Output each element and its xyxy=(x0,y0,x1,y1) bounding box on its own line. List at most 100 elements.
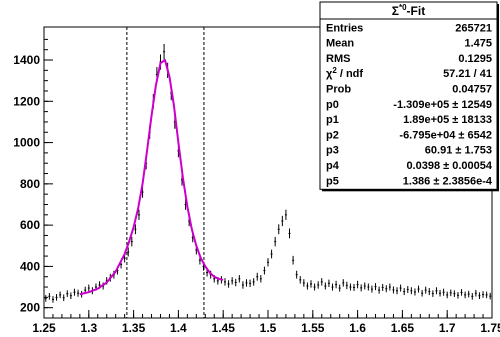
data-point xyxy=(417,285,420,293)
data-point xyxy=(385,285,388,293)
data-point xyxy=(55,294,58,301)
data-point xyxy=(259,275,262,283)
stats-value: -6.795e+04 ± 6542 xyxy=(399,129,492,141)
data-point xyxy=(87,284,90,292)
data-point xyxy=(320,278,323,286)
data-point xyxy=(370,285,373,293)
stats-box-title: Σ*0-Fit xyxy=(392,3,425,18)
data-point xyxy=(435,287,438,295)
fit-curve-group xyxy=(79,59,224,296)
data-point xyxy=(421,289,424,297)
stats-box-frame xyxy=(319,1,498,190)
data-point xyxy=(360,284,363,292)
y-tick-label: 1200 xyxy=(13,94,40,108)
data-point xyxy=(327,279,330,288)
data-point xyxy=(274,236,277,247)
data-point xyxy=(284,209,287,220)
stats-label-mean: Mean xyxy=(326,38,354,50)
data-point xyxy=(256,272,259,281)
x-tick-label: 1.55 xyxy=(301,321,325,335)
data-point xyxy=(485,291,488,299)
data-point xyxy=(431,290,434,297)
x-tick-label: 1.45 xyxy=(212,321,236,335)
y-tick-label: 200 xyxy=(20,301,40,315)
data-point xyxy=(424,286,427,294)
stats-value: -1.309e+05 ± 12549 xyxy=(393,99,492,111)
stats-label-prob: Prob xyxy=(326,84,351,96)
data-point xyxy=(439,289,442,297)
stats-value: 1.386 ± 2.3856e-4 xyxy=(403,175,493,187)
data-point xyxy=(292,255,295,265)
data-point xyxy=(442,288,445,296)
data-point xyxy=(338,284,341,292)
stats-label-p5: p5 xyxy=(326,175,339,187)
axes: 1.25 1.3 1.35 1.4 1.45 1.5 1.55 1.6 1.65 1.7 1.75 2… xyxy=(13,38,500,335)
data-point xyxy=(428,288,431,296)
stats-label-: χ2 / ndf xyxy=(326,66,363,80)
data-point xyxy=(456,291,459,299)
data-point xyxy=(137,209,140,220)
data-point xyxy=(410,287,413,295)
stats-value: 0.0398 ± 0.00054 xyxy=(406,160,492,172)
data-point xyxy=(406,286,409,294)
x-tick-label: 1.3 xyxy=(80,321,97,335)
stats-value: 0.04757 xyxy=(452,84,492,96)
data-point xyxy=(73,288,76,296)
data-point xyxy=(478,292,481,300)
data-point xyxy=(474,289,477,297)
data-point xyxy=(127,247,130,257)
data-point xyxy=(270,249,273,259)
data-point xyxy=(302,279,305,287)
data-point xyxy=(356,280,359,289)
data-point xyxy=(281,215,284,227)
data-point xyxy=(241,281,244,289)
data-point xyxy=(69,292,72,300)
y-tick-label: 800 xyxy=(20,177,40,191)
y-tick-label: 1000 xyxy=(13,136,40,150)
data-point xyxy=(363,282,366,290)
stats-box: Σ*0-Fit Entries 265721 Mean 1.475 RMS 0.1295 χ2… xyxy=(319,1,499,192)
fit-curve xyxy=(79,59,224,296)
data-point xyxy=(345,281,348,290)
stats-value: 1.89e+05 ± 18133 xyxy=(403,114,492,126)
x-tick-label: 1.5 xyxy=(260,321,277,335)
x-tick-label: 1.35 xyxy=(122,321,146,335)
data-point xyxy=(163,43,166,60)
data-point xyxy=(331,283,334,291)
window-lines xyxy=(126,27,205,318)
data-point xyxy=(277,224,280,235)
data-point xyxy=(234,278,237,287)
stats-value: 60.91 ± 1.753 xyxy=(425,145,492,157)
data-point xyxy=(471,293,474,300)
stats-label-p2: p2 xyxy=(326,129,339,141)
data-point xyxy=(306,282,309,290)
data-point xyxy=(453,290,456,297)
data-point xyxy=(396,287,399,295)
stats-label-p1: p1 xyxy=(326,114,339,126)
data-point xyxy=(51,296,54,303)
data-point xyxy=(223,278,226,286)
data-point xyxy=(59,291,62,299)
data-point xyxy=(449,289,452,297)
data-point xyxy=(295,270,298,279)
data-point xyxy=(288,228,291,239)
data-points xyxy=(44,43,492,303)
data-point xyxy=(299,276,302,284)
x-tick-label: 1.6 xyxy=(349,321,366,335)
x-tick-label: 1.4 xyxy=(170,321,187,335)
data-point xyxy=(245,279,248,287)
x-tick-label: 1.65 xyxy=(391,321,415,335)
data-point xyxy=(413,288,416,296)
data-point xyxy=(62,294,65,302)
data-point xyxy=(460,289,463,296)
data-point xyxy=(349,283,352,291)
data-point xyxy=(381,283,384,291)
stats-label-p4: p4 xyxy=(326,160,340,172)
stats-value: 1.475 xyxy=(464,38,492,50)
data-point xyxy=(313,283,316,291)
data-point xyxy=(44,295,47,302)
data-point xyxy=(335,280,338,289)
y-tick-label: 600 xyxy=(20,218,40,232)
data-point xyxy=(489,292,492,300)
